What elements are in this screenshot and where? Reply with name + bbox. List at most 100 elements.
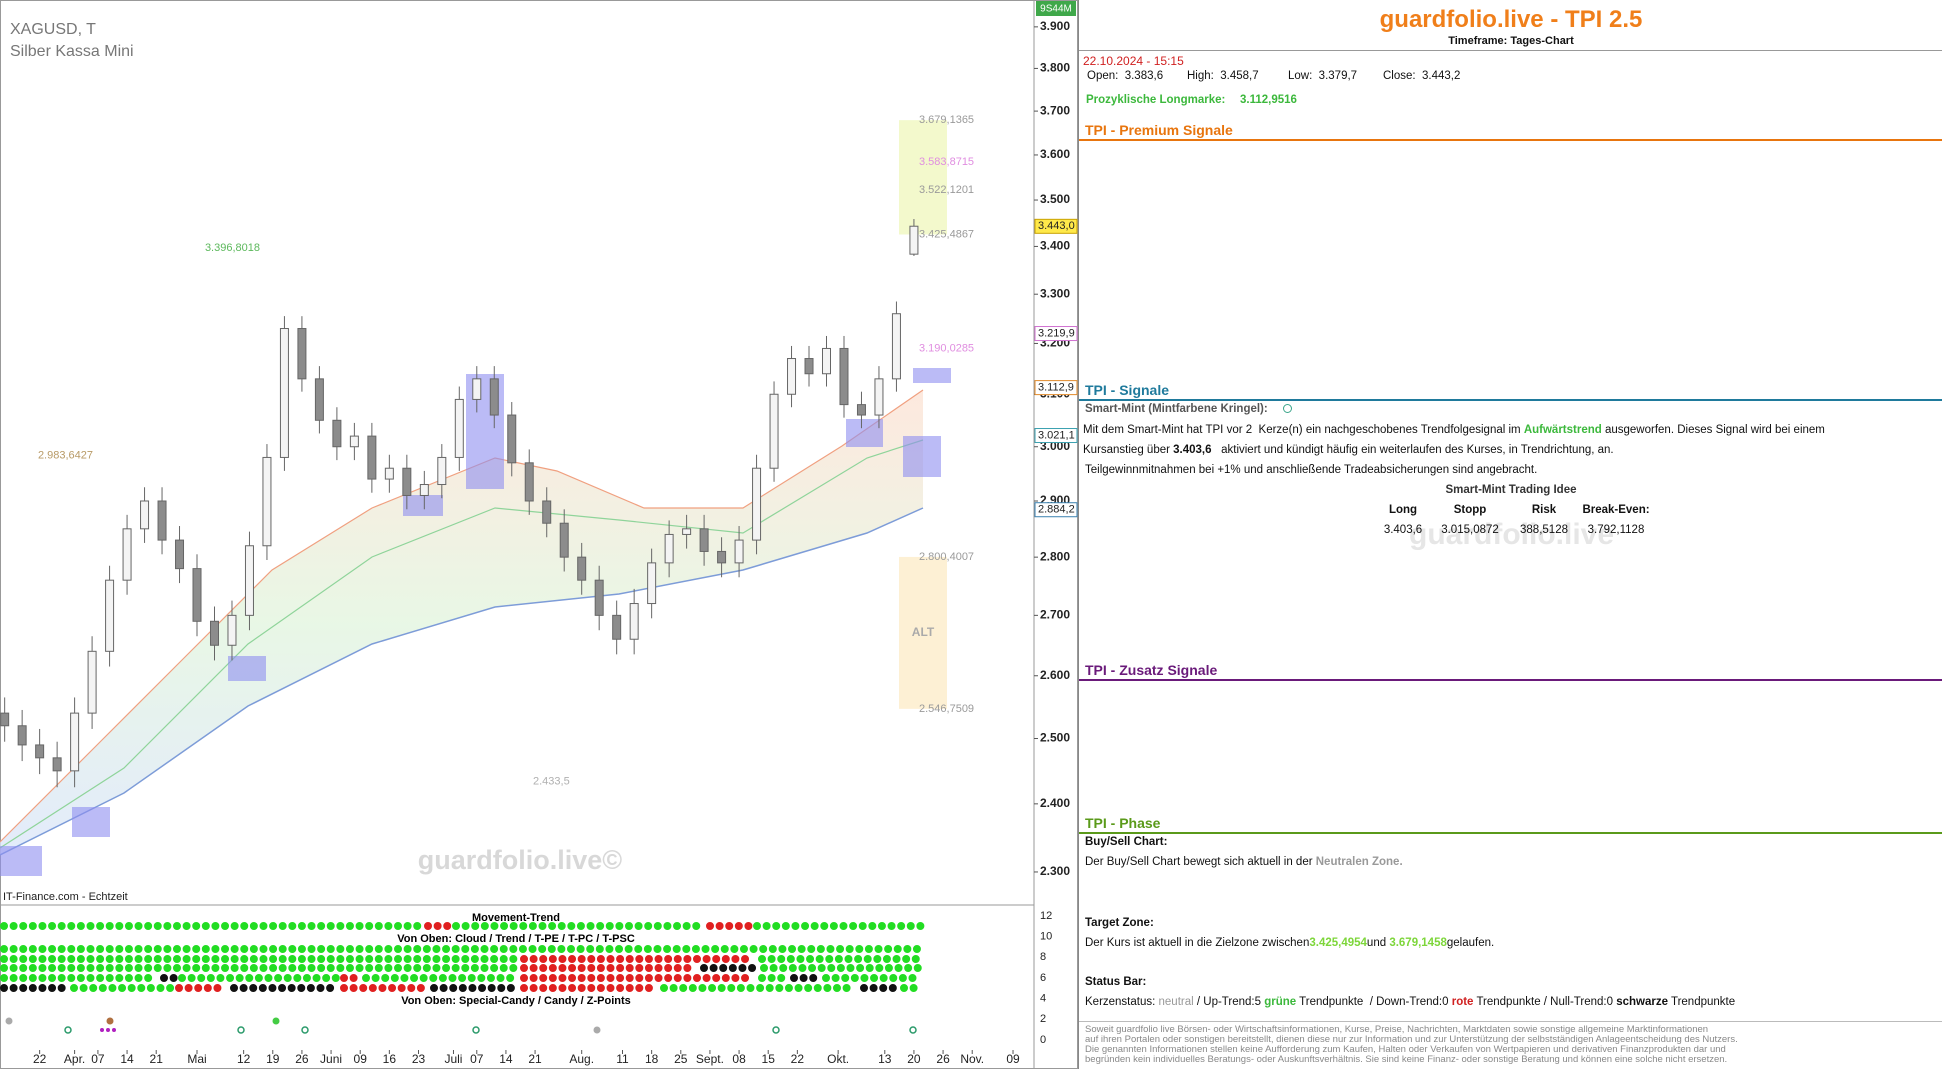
symbol: XAGUSD, T bbox=[10, 21, 96, 38]
candle-body bbox=[734, 539, 744, 564]
candle-body bbox=[279, 328, 289, 458]
ma-line bbox=[0, 439, 924, 849]
candle-body bbox=[577, 556, 587, 581]
panel-title: guardfolio.live - TPI 2.5 bbox=[1379, 6, 1643, 33]
timer: 9S44M bbox=[1040, 4, 1072, 15]
candle-body bbox=[70, 712, 80, 772]
disclaimer: auf ihren Portalen oder sonstigen bereit… bbox=[1085, 1034, 1738, 1045]
section-title: TPI - Phase bbox=[1085, 815, 1161, 831]
text: Trendpunkte bbox=[1668, 996, 1736, 1008]
x-tick-label: 14 bbox=[120, 1052, 134, 1066]
table-header: Break-Even: bbox=[1582, 504, 1650, 516]
candle-body bbox=[437, 456, 447, 486]
text: aktiviert und kündigt häufig ein weiterl… bbox=[1211, 444, 1614, 456]
candle-body bbox=[752, 467, 762, 541]
signal-box bbox=[0, 846, 42, 876]
x-tick-label: 26 bbox=[295, 1052, 309, 1066]
x-tick-label: Sept. bbox=[696, 1052, 724, 1066]
candle-body bbox=[856, 404, 866, 416]
y-tick-label: 3.700 bbox=[1040, 103, 1070, 117]
level-label: 3.583,8715 bbox=[919, 156, 974, 168]
candle-body bbox=[349, 435, 359, 448]
text: gelaufen. bbox=[1446, 937, 1495, 949]
table-cell: 3.792,1128 bbox=[1587, 524, 1645, 536]
candy-point bbox=[106, 1028, 110, 1032]
table-cell: 3.403,6 bbox=[1383, 524, 1423, 536]
status: schwarze bbox=[1616, 996, 1668, 1008]
x-tick-label: 21 bbox=[528, 1052, 542, 1066]
alt-label: ALT bbox=[912, 625, 935, 639]
y-tick-label: 2.300 bbox=[1040, 864, 1070, 878]
candles bbox=[0, 219, 919, 788]
level-label: 2.800,4007 bbox=[919, 551, 974, 563]
text-line: Der Kurs ist aktuell in die Zielzone zwi… bbox=[1085, 937, 1494, 949]
z-point bbox=[106, 1017, 114, 1025]
x-tick-label: 16 bbox=[383, 1052, 397, 1066]
zone: Neutralen Zone. bbox=[1315, 856, 1403, 868]
candle-body bbox=[140, 500, 150, 530]
subtitle: Buy/Sell Chart: bbox=[1085, 836, 1168, 848]
x-tick-label: 13 bbox=[878, 1052, 892, 1066]
x-tick-label: 08 bbox=[732, 1052, 746, 1066]
candle-body bbox=[787, 358, 797, 395]
text: Kursanstieg über bbox=[1083, 444, 1174, 456]
longmark-value: 3.112,9516 bbox=[1240, 94, 1297, 106]
x-tick-label: 07 bbox=[470, 1052, 484, 1066]
rule bbox=[1079, 399, 1942, 401]
y-tick-label: 2.400 bbox=[1040, 796, 1070, 810]
x-tick-label: 15 bbox=[762, 1052, 776, 1066]
indicator-title: Movement-Trend bbox=[472, 912, 560, 924]
candle-body bbox=[314, 378, 324, 421]
y-tick-label: 2.600 bbox=[1040, 668, 1070, 682]
alt-zone bbox=[899, 556, 947, 709]
candy-point bbox=[100, 1028, 104, 1032]
candle-body bbox=[384, 467, 394, 480]
y-tick-label: 3.300 bbox=[1040, 286, 1070, 300]
mint-circle bbox=[1283, 404, 1292, 413]
table-cell: 3.015,0872 bbox=[1441, 524, 1499, 536]
ma-line bbox=[0, 507, 924, 856]
signal-box bbox=[72, 807, 110, 837]
disclaimer: begründen kein individuelles Beratungs- … bbox=[1085, 1054, 1728, 1065]
z-point bbox=[593, 1026, 601, 1034]
candle-body bbox=[804, 358, 814, 375]
indicator-tick-label: 4 bbox=[1040, 993, 1046, 1005]
text: Der Kurs ist aktuell in die Zielzone zwi… bbox=[1085, 937, 1310, 949]
x-tick-label: 09 bbox=[354, 1052, 368, 1066]
watermark: guardfolio.live© bbox=[418, 845, 623, 875]
table-header: Stopp bbox=[1453, 504, 1487, 516]
candle-body bbox=[87, 650, 97, 714]
candy-point bbox=[472, 1026, 480, 1034]
candy-point bbox=[64, 1026, 72, 1034]
price-tag-label: 3.219,9 bbox=[1038, 327, 1075, 339]
candle-body bbox=[454, 398, 464, 458]
indicator-dots bbox=[0, 922, 926, 1034]
zones: ALT bbox=[899, 120, 947, 709]
instrument-name: Silber Kassa Mini bbox=[10, 43, 134, 60]
x-tick-label: 21 bbox=[150, 1052, 164, 1066]
indicator-tick-label: 10 bbox=[1040, 931, 1052, 943]
y-tick-label: 3.500 bbox=[1040, 192, 1070, 206]
rule bbox=[1079, 679, 1942, 681]
target-zone bbox=[899, 120, 947, 235]
x-tick-label: 23 bbox=[412, 1052, 426, 1066]
candle-body bbox=[35, 744, 45, 759]
candle-body bbox=[717, 550, 727, 564]
indicator-tick-label: 2 bbox=[1040, 1013, 1046, 1025]
level-label: 2.433,5 bbox=[533, 776, 570, 788]
ohlc-open: Open: 3.383,6 bbox=[1087, 70, 1164, 82]
x-tick-label: 07 bbox=[91, 1052, 105, 1066]
candle-body bbox=[909, 225, 919, 255]
idea-title: Smart-Mint Trading Idee bbox=[1445, 484, 1577, 496]
text: / Up-Trend:5 bbox=[1193, 996, 1265, 1008]
ohlc-low: Low: 3.379,7 bbox=[1288, 70, 1358, 82]
text: Trendpunkte / Null-Trend:0 bbox=[1473, 996, 1617, 1008]
price-tag-label: 2.884,2 bbox=[1038, 504, 1075, 516]
timeframe: Timeframe: Tages-Chart bbox=[1448, 35, 1574, 47]
indicator-tick-label: 12 bbox=[1040, 910, 1052, 922]
y-tick-label: 2.700 bbox=[1040, 608, 1070, 622]
section-title: TPI - Signale bbox=[1085, 382, 1170, 398]
price-tag-label: 3.021,1 bbox=[1038, 429, 1075, 441]
x-tick-label: 25 bbox=[674, 1052, 688, 1066]
candle-body bbox=[524, 462, 534, 502]
